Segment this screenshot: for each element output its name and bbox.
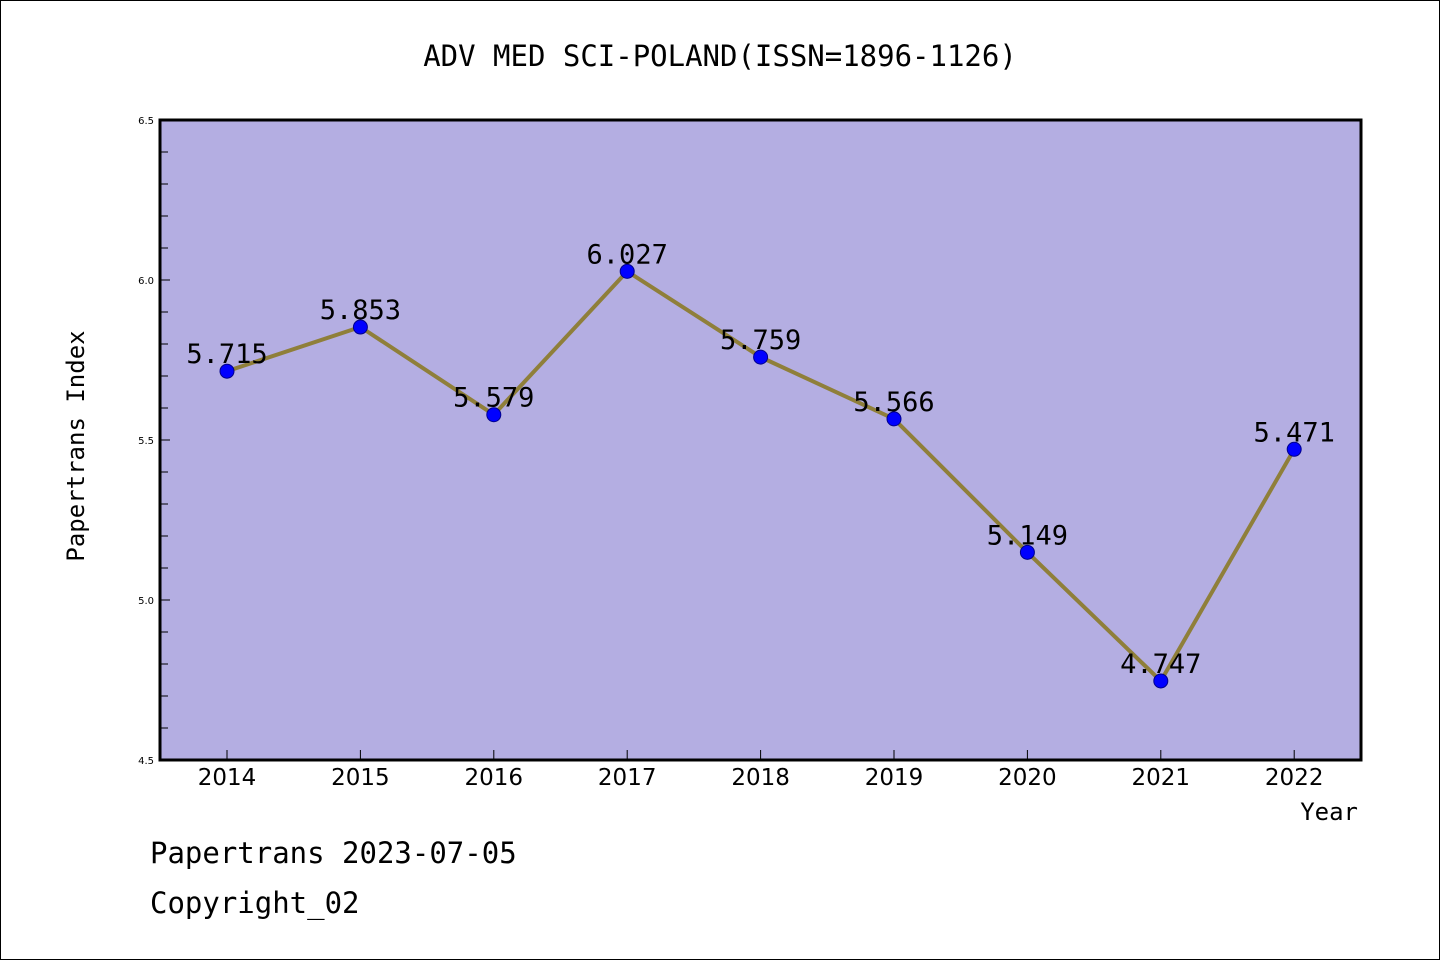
data-point — [219, 363, 235, 379]
x-tick-label: 2015 — [331, 765, 390, 791]
y-axis-ticks: 4.5 5.0 5.5 6.0 6.5 — [138, 116, 170, 767]
x-tick-label: 2021 — [1132, 765, 1191, 791]
footer-copyright: Copyright_02 — [150, 886, 360, 920]
data-point — [352, 319, 368, 335]
data-point — [1153, 673, 1169, 689]
data-point — [886, 411, 902, 427]
footer-date: Papertrans 2023-07-05 — [150, 836, 517, 870]
data-label: 5.853 — [320, 295, 401, 326]
y-tick-label: 5.0 — [138, 596, 154, 607]
data-label: 5.579 — [453, 383, 534, 414]
x-tick-label: 2019 — [865, 765, 924, 791]
data-point — [486, 407, 502, 423]
plot-border — [158, 118, 1363, 762]
data-point — [753, 349, 769, 365]
x-axis-ticks: 2014 2015 2016 2017 2018 2019 2020 2021 2022 — [198, 750, 1324, 791]
data-label: 4.747 — [1120, 649, 1201, 680]
data-label: 5.759 — [720, 325, 801, 356]
y-tick-label: 6.0 — [138, 276, 154, 287]
data-label: 6.027 — [587, 239, 668, 270]
plot-area — [160, 120, 1361, 760]
y-tick-label: 4.5 — [138, 756, 154, 767]
x-tick-label: 2014 — [198, 765, 257, 791]
x-tick-label: 2022 — [1265, 765, 1324, 791]
data-labels: 5.715 5.853 5.579 6.027 5.759 5.566 5.149 4.747… — [186, 239, 1334, 680]
y-tick-label: 5.5 — [138, 436, 154, 447]
x-axis-label: Year — [1300, 798, 1358, 826]
x-tick-label: 2018 — [731, 765, 790, 791]
y-axis-label: Papertrans Index — [62, 330, 90, 561]
data-label: 5.471 — [1254, 417, 1335, 448]
y-tick-label: 6.5 — [138, 116, 154, 127]
data-label: 5.149 — [987, 520, 1068, 551]
data-points — [219, 263, 1302, 689]
x-tick-label: 2017 — [598, 765, 657, 791]
x-tick-label: 2016 — [465, 765, 524, 791]
x-tick-label: 2020 — [998, 765, 1057, 791]
data-label: 5.715 — [186, 339, 267, 370]
data-point — [1286, 441, 1302, 457]
data-label: 5.566 — [853, 387, 934, 418]
data-point — [1019, 544, 1035, 560]
chart-title: ADV MED SCI-POLAND(ISSN=1896-1126) — [423, 39, 1017, 73]
data-point — [619, 263, 635, 279]
